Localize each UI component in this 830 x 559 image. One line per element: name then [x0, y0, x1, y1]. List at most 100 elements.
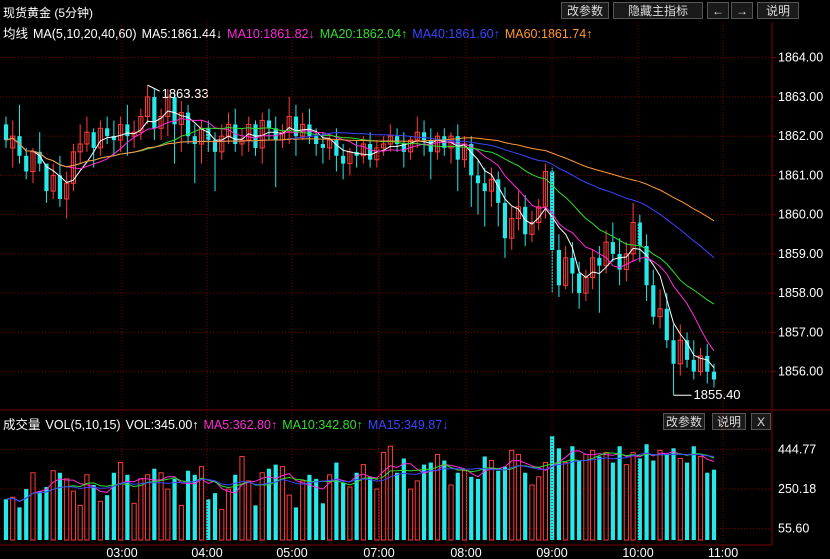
volume-bar [111, 472, 116, 540]
candle-body [502, 202, 508, 239]
volume-bar [657, 449, 663, 541]
candle-body [394, 136, 400, 145]
volume-bar [509, 449, 515, 541]
volume-bar [401, 458, 406, 540]
candle-body [334, 140, 339, 156]
volume-bar [691, 446, 696, 540]
time-label: 07:00 [363, 546, 394, 559]
candle-body [30, 151, 36, 172]
vol-value: VOL:345.00↑ [125, 418, 199, 432]
volume-bar [314, 478, 319, 540]
volume-bar [246, 480, 252, 541]
volume-bar [603, 451, 609, 541]
volume-bar [307, 474, 312, 540]
volume-tick-label: 444.77 [778, 442, 816, 456]
volume-bar [327, 474, 333, 541]
volume-bar [70, 490, 77, 541]
volume-bar [293, 507, 299, 540]
candle-body [637, 222, 642, 247]
volume-bar [563, 462, 569, 541]
low-label: 1855.40 [694, 387, 741, 402]
candle-body [206, 128, 211, 141]
candle-body [657, 308, 663, 318]
candle-body [131, 131, 137, 137]
volume-edit-params-button[interactable]: 改参数 [663, 413, 705, 430]
candle-body [577, 273, 582, 294]
candle-body [697, 355, 704, 373]
volume-bar [185, 470, 191, 540]
arrow-left-icon[interactable]: ← [707, 2, 729, 19]
candle-body [691, 359, 696, 372]
candle-body [651, 285, 656, 317]
edit-params-button[interactable]: 改参数 [561, 2, 609, 19]
candle-body [630, 222, 636, 255]
help-button[interactable]: 说明 [757, 2, 799, 19]
candle-body [475, 175, 481, 184]
candle-body [77, 143, 83, 153]
volume-bar [84, 474, 90, 541]
arrow-right-icon[interactable]: → [731, 2, 753, 19]
volume-bar [455, 472, 460, 540]
volume-bar [556, 448, 562, 540]
volume-close-icon[interactable]: X [751, 413, 771, 430]
volume-bar [381, 451, 387, 541]
vol-ma15-value: MA15:349.87↓ [367, 418, 449, 432]
volume-bar [165, 488, 171, 541]
volume-bar [684, 462, 690, 540]
candle-body [118, 123, 124, 141]
volume-bar [3, 499, 9, 540]
ma40-line [5, 132, 715, 259]
candle-body [434, 135, 441, 153]
candle-body [341, 155, 346, 164]
candle-body [610, 242, 615, 254]
volume-bar [711, 469, 717, 540]
ma60-value: MA60:1861.74↑ [504, 27, 593, 41]
candle-body [368, 144, 373, 160]
volume-bar [233, 474, 238, 540]
volume-bar [502, 466, 508, 540]
vol-ma10-value: MA10:342.80↑ [282, 418, 363, 432]
volume-bar [550, 436, 555, 540]
volume-bar [488, 460, 495, 541]
volume-bar [354, 472, 359, 540]
volume-bar [145, 474, 151, 541]
ma60-line [5, 137, 715, 222]
volume-bar [617, 446, 622, 540]
candle-body [414, 131, 420, 141]
price-tick-label: 1858.00 [778, 286, 823, 300]
volume-bar [300, 480, 306, 541]
volume-bar [91, 484, 96, 540]
volume-bar [697, 455, 704, 541]
volume-bar [10, 496, 16, 541]
candle-body [152, 96, 157, 129]
candle-body [212, 140, 218, 152]
candle-body [407, 139, 414, 153]
volume-bar [266, 468, 272, 540]
volume-bar [523, 472, 528, 540]
candle-body [529, 222, 535, 235]
candle-body [590, 257, 596, 278]
volume-bar [57, 472, 63, 540]
volume-bar [597, 456, 602, 540]
vol-ma10-line [5, 452, 715, 502]
candle-body [374, 147, 380, 161]
candle-body [57, 175, 63, 199]
ma-legend-name: 均线 [3, 27, 29, 41]
volume-bar [212, 493, 218, 540]
volume-bar [273, 464, 278, 540]
vol-ma5-value: MA5:362.80↑ [203, 418, 278, 432]
volume-bar [387, 445, 393, 541]
candle-body [664, 308, 669, 341]
volume-bar [469, 476, 474, 540]
candle-body [455, 136, 460, 160]
candle-body [570, 257, 575, 274]
volume-bar [368, 476, 373, 540]
candle-body [145, 96, 151, 118]
volume-bar [24, 489, 29, 540]
hide-main-indicator-button[interactable]: 隐藏主指标 [613, 2, 703, 19]
volume-bar [542, 462, 549, 541]
volume-bar [394, 472, 400, 540]
ma5-value: MA5:1861.44↓ [141, 27, 223, 41]
volume-bar [637, 458, 642, 540]
vol-ma5-line [5, 450, 715, 502]
